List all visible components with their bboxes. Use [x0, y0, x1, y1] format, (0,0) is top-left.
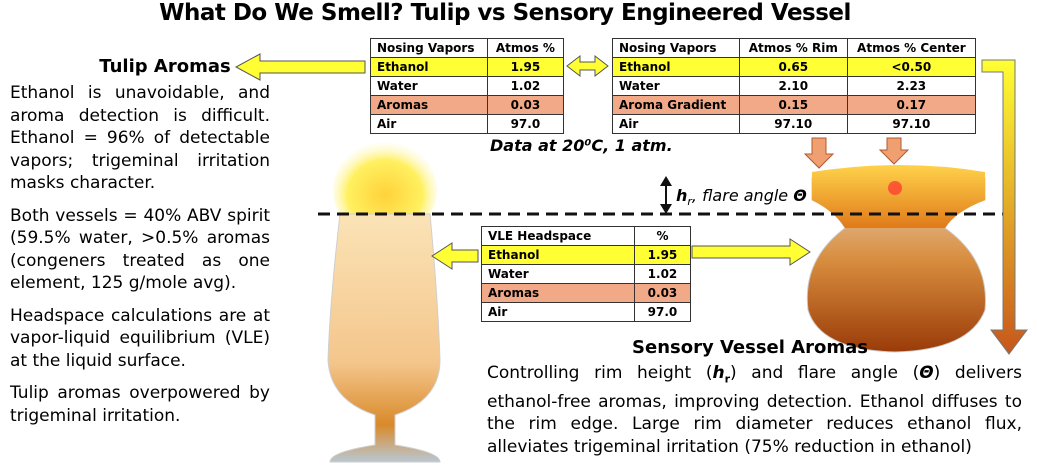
cell: 97.0	[486, 114, 565, 134]
paragraph: Both vessels = 40% ABV spirit (59.5% wat…	[10, 205, 270, 294]
cell: Ethanol	[370, 57, 488, 77]
row: Water 1.02	[370, 76, 565, 96]
cell: Air	[481, 302, 635, 322]
aroma-spot	[888, 181, 902, 195]
row: Air 97.10 97.10	[612, 114, 977, 134]
title: What Do We Smell? Tulip vs Sensory Engin…	[159, 0, 851, 26]
cell: 0.65	[738, 57, 848, 77]
cell: <0.50	[846, 57, 977, 77]
header-cell: Atmos % Rim	[738, 38, 848, 58]
cell: Ethanol	[612, 57, 740, 77]
text-part: Controlling rim height (	[487, 363, 713, 383]
cell: Water	[612, 76, 740, 96]
text-part: Θ	[919, 363, 934, 383]
cell: 1.02	[633, 264, 692, 284]
flare-label: hr, flare angle Θ	[676, 186, 807, 208]
row: Ethanol 1.95	[481, 245, 692, 265]
cell: Air	[370, 114, 488, 134]
arrow-down	[981, 59, 1028, 355]
text-part: h	[712, 363, 725, 383]
flare-theta: Θ	[793, 186, 807, 205]
header-row: Nosing Vapors Atmos %	[370, 38, 565, 58]
header-cell: Atmos %	[486, 38, 565, 58]
vle-table: VLE Headspace% Ethanol 1.95 Water 1.02 Aromas…	[481, 226, 692, 322]
header-row: VLE Headspace%	[481, 226, 692, 246]
note: Data at 20⁰C, 1 atm.	[490, 136, 673, 155]
tulip-table: Nosing Vapors Atmos % Ethanol 1.95 Water 1.02…	[370, 38, 565, 134]
text-part: ) delivers ethanol-free aromas, improvin…	[487, 363, 1022, 457]
sensory-heading: Sensory Vessel Aromas	[632, 337, 868, 358]
sensory-text: Controlling rim height (hr) and flare an…	[487, 362, 1022, 458]
row: Aroma Gradient 0.15 0.17	[612, 95, 977, 115]
arrow-to-tulip	[431, 242, 479, 270]
header-row: Nosing Vapors Atmos % Rim Atmos % Center	[612, 38, 977, 58]
row: Ethanol 0.65 <0.50	[612, 57, 977, 77]
cell: 97.10	[846, 114, 977, 134]
cell: Water	[370, 76, 488, 96]
paragraph: Ethanol is unavoidable, and aroma detect…	[10, 83, 270, 193]
tulip-text: Ethanol is unavoidable, and aroma detect…	[10, 82, 270, 437]
arrow-left	[234, 53, 366, 81]
cell: 97.10	[738, 114, 848, 134]
cell: 2.10	[738, 76, 848, 96]
cell: 2.23	[846, 76, 977, 96]
header-cell: Atmos % Center	[846, 38, 977, 58]
vessel-table: Nosing Vapors Atmos % Rim Atmos % Center Et…	[612, 38, 977, 134]
cell: Ethanol	[481, 245, 635, 265]
row: Air 97.0	[481, 302, 692, 322]
flare-text: , flare angle	[691, 186, 794, 205]
flare-h: h	[676, 186, 688, 205]
tulip-heading: Tulip Aromas	[99, 56, 231, 77]
arrows	[234, 53, 811, 270]
header-cell: VLE Headspace	[481, 226, 635, 246]
row: Air 97.0	[370, 114, 565, 134]
rim-arrows	[803, 137, 910, 169]
paragraph: Tulip aromas overpowered by trigeminal i…	[10, 383, 270, 426]
text-part: r	[724, 372, 731, 386]
cell: 0.17	[846, 95, 977, 115]
row: Aromas 0.03	[481, 283, 692, 303]
cell: 0.03	[633, 283, 692, 303]
tulip-glass	[327, 213, 441, 463]
row: Water 2.10 2.23	[612, 76, 977, 96]
rim-arrow	[803, 137, 835, 169]
cell: 0.15	[738, 95, 848, 115]
cell: Air	[612, 114, 740, 134]
text-part: ) and flare angle (	[730, 363, 920, 383]
cell: Aroma Gradient	[612, 95, 740, 115]
center-arrow	[878, 137, 910, 165]
paragraph: Headspace calculations are at vapor-liqu…	[10, 305, 270, 371]
cell: Water	[481, 264, 635, 284]
cell: Aromas	[481, 283, 635, 303]
flare-sub: r	[687, 195, 692, 209]
header-cell: Nosing Vapors	[370, 38, 488, 58]
cell: 1.95	[486, 57, 565, 77]
row: Ethanol 1.95	[370, 57, 565, 77]
row: Aromas 0.03	[370, 95, 565, 115]
cell: 97.0	[633, 302, 692, 322]
height-arrow-heads	[660, 176, 672, 214]
row: Water 1.02	[481, 264, 692, 284]
cell: 1.95	[633, 245, 692, 265]
cell: Aromas	[370, 95, 488, 115]
cell: 1.02	[486, 76, 565, 96]
header-cell: %	[633, 226, 692, 246]
arrow-double	[566, 54, 609, 78]
cell: 0.03	[486, 95, 565, 115]
vessel-rim	[812, 165, 985, 228]
arrow-to-vessel	[691, 238, 811, 266]
header-cell: Nosing Vapors	[612, 38, 740, 58]
